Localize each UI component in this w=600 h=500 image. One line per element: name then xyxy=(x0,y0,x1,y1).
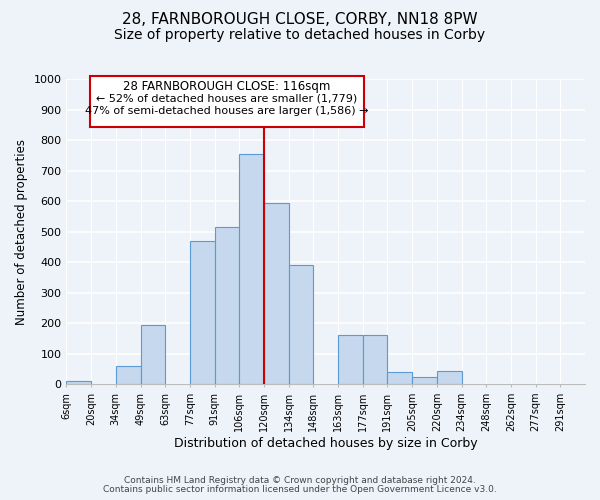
Bar xyxy=(140,325,165,384)
Bar xyxy=(338,336,363,384)
Y-axis label: Number of detached properties: Number of detached properties xyxy=(15,138,28,324)
Bar xyxy=(239,154,264,384)
Text: 47% of semi-detached houses are larger (1,586) →: 47% of semi-detached houses are larger (… xyxy=(85,106,368,117)
Bar xyxy=(289,265,313,384)
X-axis label: Distribution of detached houses by size in Corby: Distribution of detached houses by size … xyxy=(174,437,478,450)
Bar xyxy=(67,382,91,384)
Bar xyxy=(190,241,215,384)
Text: Contains public sector information licensed under the Open Government Licence v3: Contains public sector information licen… xyxy=(103,485,497,494)
Text: Size of property relative to detached houses in Corby: Size of property relative to detached ho… xyxy=(115,28,485,42)
Text: 28, FARNBOROUGH CLOSE, CORBY, NN18 8PW: 28, FARNBOROUGH CLOSE, CORBY, NN18 8PW xyxy=(122,12,478,28)
Text: ← 52% of detached houses are smaller (1,779): ← 52% of detached houses are smaller (1,… xyxy=(97,94,358,104)
Text: 28 FARNBOROUGH CLOSE: 116sqm: 28 FARNBOROUGH CLOSE: 116sqm xyxy=(123,80,331,93)
Bar xyxy=(412,376,437,384)
Text: Contains HM Land Registry data © Crown copyright and database right 2024.: Contains HM Land Registry data © Crown c… xyxy=(124,476,476,485)
Bar xyxy=(437,370,461,384)
Bar xyxy=(215,227,239,384)
Bar xyxy=(264,202,289,384)
Bar xyxy=(116,366,140,384)
Bar xyxy=(388,372,412,384)
Bar xyxy=(363,336,388,384)
